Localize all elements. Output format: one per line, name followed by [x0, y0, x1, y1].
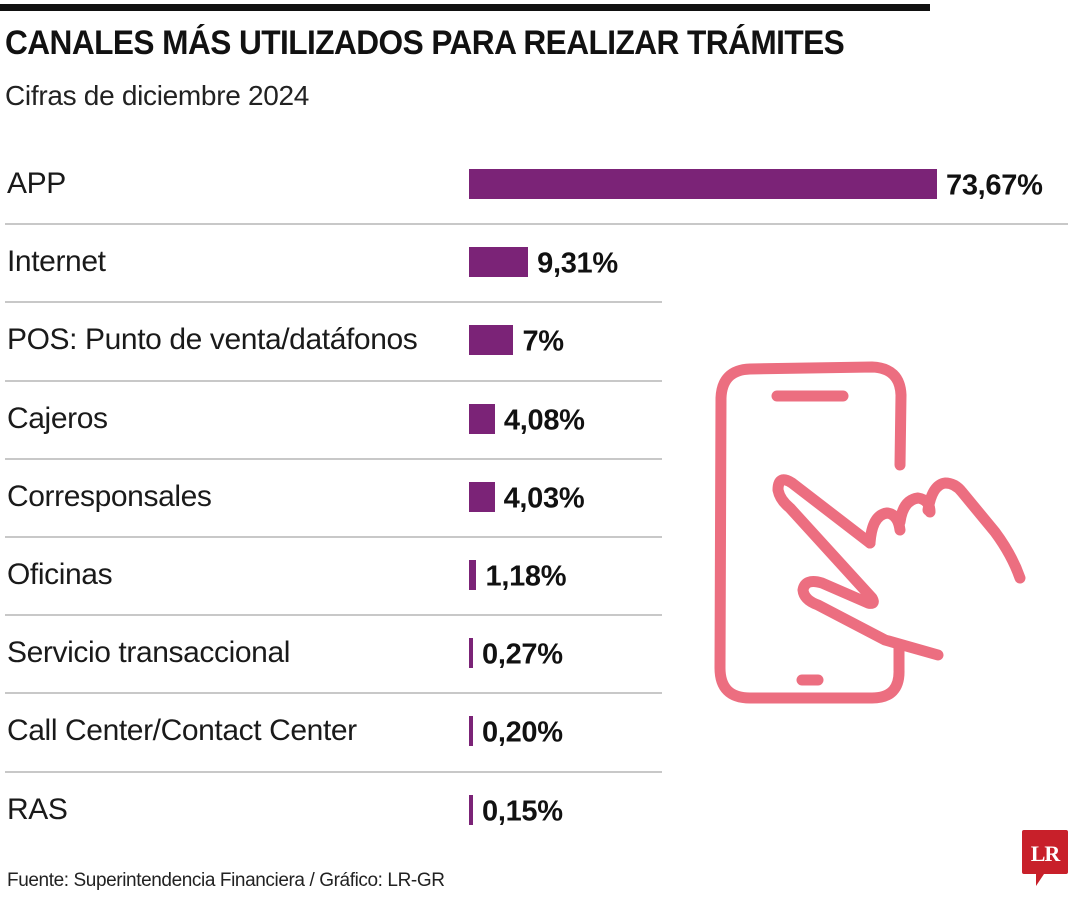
category-label-ras: RAS: [7, 792, 68, 826]
category-label-pos-punto-de-venta-datafonos: POS: Punto de venta/datáfonos: [7, 323, 418, 357]
value-label-pos-punto-de-venta-datafonos: 7%: [522, 325, 564, 358]
value-label-corresponsales: 4,03%: [503, 482, 585, 515]
lr-logo: LR: [1022, 830, 1068, 886]
value-label-oficinas: 1,18%: [485, 560, 567, 593]
lr-logo-text: LR: [1031, 841, 1062, 866]
category-label-corresponsales: Corresponsales: [7, 479, 212, 513]
bar-pos-punto-de-venta-datafonos: [469, 325, 514, 356]
value-label-servicio-transaccional: 0,27%: [482, 638, 563, 671]
row-divider: [5, 535, 662, 538]
chart-title: CANALES MÁS UTILIZADOS PARA REALIZAR TRÁ…: [5, 24, 845, 62]
bar-call-center-contact-center: [469, 716, 473, 747]
row-divider: [5, 614, 662, 617]
bar-cajeros: [469, 403, 495, 434]
category-label-servicio-transaccional: Servicio transaccional: [7, 636, 290, 670]
value-label-app: 73,67%: [946, 169, 1043, 202]
source-note: Fuente: Superintendencia Financiera / Gr…: [7, 870, 445, 891]
value-label-internet: 9,31%: [537, 247, 618, 280]
bar-internet: [469, 247, 529, 278]
row-divider: [5, 770, 662, 773]
category-label-call-center-contact-center: Call Center/Contact Center: [7, 714, 357, 748]
bar-app: [469, 169, 937, 199]
lr-logo-badge: [1022, 830, 1068, 886]
category-label-internet: Internet: [7, 245, 106, 279]
row-divider: [5, 379, 662, 382]
value-label-cajeros: 4,08%: [503, 404, 585, 437]
row-divider: [5, 692, 662, 695]
hand-touching-smartphone-icon: [714, 361, 1026, 704]
row-divider: [5, 223, 1068, 226]
value-label-call-center-contact-center: 0,20%: [482, 716, 563, 749]
top-rule: [0, 4, 930, 11]
category-label-cajeros: Cajeros: [7, 401, 108, 435]
bar-corresponsales: [469, 481, 495, 512]
row-divider: [5, 301, 662, 304]
value-label-ras: 0,15%: [482, 795, 563, 828]
bar-ras: [469, 794, 473, 825]
chart-subtitle: Cifras de diciembre 2024: [5, 80, 310, 111]
bar-oficinas: [469, 560, 477, 590]
category-label-oficinas: Oficinas: [7, 558, 113, 591]
category-label-app: APP: [7, 167, 66, 200]
row-divider: [5, 457, 662, 460]
bar-servicio-transaccional: [469, 638, 473, 669]
